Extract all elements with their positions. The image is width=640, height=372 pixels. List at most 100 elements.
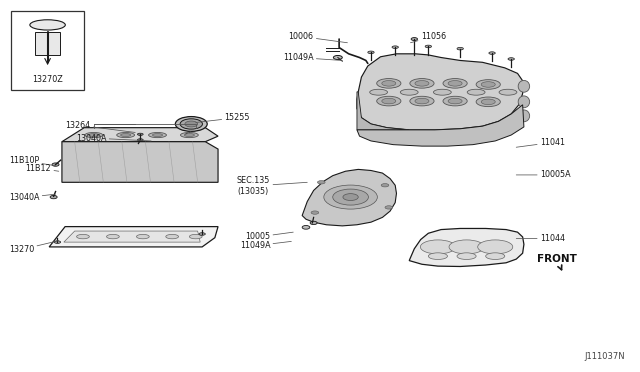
Polygon shape bbox=[302, 169, 396, 226]
Ellipse shape bbox=[449, 240, 484, 254]
Ellipse shape bbox=[136, 234, 149, 239]
Ellipse shape bbox=[428, 253, 447, 260]
Text: 11B12: 11B12 bbox=[26, 164, 59, 173]
Ellipse shape bbox=[116, 132, 134, 138]
Ellipse shape bbox=[489, 52, 495, 54]
Ellipse shape bbox=[381, 184, 389, 187]
Ellipse shape bbox=[368, 51, 374, 54]
Ellipse shape bbox=[180, 132, 198, 138]
Text: 15255: 15255 bbox=[196, 113, 250, 122]
Ellipse shape bbox=[392, 46, 398, 48]
Text: 11B10P: 11B10P bbox=[9, 156, 56, 166]
Ellipse shape bbox=[50, 195, 57, 199]
Ellipse shape bbox=[54, 241, 61, 243]
Ellipse shape bbox=[185, 121, 198, 127]
Ellipse shape bbox=[382, 98, 396, 104]
Ellipse shape bbox=[166, 234, 179, 239]
Ellipse shape bbox=[30, 20, 65, 30]
Ellipse shape bbox=[148, 132, 166, 138]
Polygon shape bbox=[409, 228, 524, 266]
Text: 11049A: 11049A bbox=[283, 53, 342, 62]
Ellipse shape bbox=[317, 181, 325, 184]
Ellipse shape bbox=[343, 194, 358, 201]
Ellipse shape bbox=[180, 119, 202, 129]
Polygon shape bbox=[357, 92, 409, 130]
Ellipse shape bbox=[518, 80, 530, 92]
Ellipse shape bbox=[410, 96, 434, 106]
Text: 10005A: 10005A bbox=[516, 170, 570, 179]
Polygon shape bbox=[62, 142, 218, 182]
Ellipse shape bbox=[486, 253, 505, 260]
Polygon shape bbox=[64, 231, 200, 242]
Ellipse shape bbox=[477, 240, 513, 254]
Ellipse shape bbox=[481, 82, 495, 87]
Ellipse shape bbox=[518, 96, 530, 108]
Ellipse shape bbox=[184, 134, 195, 137]
Ellipse shape bbox=[120, 134, 131, 137]
Text: 11044: 11044 bbox=[516, 234, 565, 243]
Ellipse shape bbox=[508, 58, 515, 60]
Ellipse shape bbox=[152, 134, 163, 137]
Ellipse shape bbox=[377, 96, 401, 106]
Ellipse shape bbox=[385, 206, 393, 209]
Ellipse shape bbox=[415, 98, 429, 104]
Polygon shape bbox=[49, 227, 218, 247]
Bar bbox=[35, 32, 61, 55]
Text: 13264: 13264 bbox=[65, 121, 135, 132]
Ellipse shape bbox=[106, 234, 119, 239]
Ellipse shape bbox=[77, 234, 90, 239]
Text: 11041: 11041 bbox=[516, 138, 565, 147]
Text: 13040A: 13040A bbox=[76, 134, 151, 142]
Ellipse shape bbox=[138, 139, 143, 141]
Text: 13040A: 13040A bbox=[9, 193, 56, 202]
Ellipse shape bbox=[138, 133, 143, 135]
Ellipse shape bbox=[310, 221, 317, 225]
Ellipse shape bbox=[324, 185, 378, 209]
Text: 11056: 11056 bbox=[410, 32, 446, 43]
Text: 13270Z: 13270Z bbox=[32, 75, 63, 84]
Ellipse shape bbox=[443, 78, 467, 88]
Ellipse shape bbox=[311, 211, 319, 214]
Text: 13270: 13270 bbox=[9, 241, 59, 254]
Ellipse shape bbox=[333, 189, 369, 205]
Ellipse shape bbox=[302, 225, 310, 229]
Polygon shape bbox=[357, 105, 524, 146]
Ellipse shape bbox=[175, 116, 207, 131]
Text: 10005: 10005 bbox=[245, 232, 293, 241]
Ellipse shape bbox=[499, 89, 517, 95]
Bar bbox=[11, 11, 84, 90]
Ellipse shape bbox=[448, 98, 462, 104]
Ellipse shape bbox=[415, 81, 429, 86]
Ellipse shape bbox=[52, 163, 59, 166]
Ellipse shape bbox=[476, 80, 500, 89]
Polygon shape bbox=[62, 128, 218, 142]
Text: FRONT: FRONT bbox=[537, 254, 577, 270]
Ellipse shape bbox=[89, 134, 99, 137]
Ellipse shape bbox=[443, 96, 467, 106]
Ellipse shape bbox=[410, 78, 434, 88]
Ellipse shape bbox=[400, 89, 418, 95]
Ellipse shape bbox=[433, 89, 451, 95]
Ellipse shape bbox=[411, 38, 417, 41]
Text: 10006: 10006 bbox=[289, 32, 348, 43]
Ellipse shape bbox=[85, 132, 102, 138]
Ellipse shape bbox=[457, 47, 463, 50]
Polygon shape bbox=[357, 54, 523, 130]
Text: 11049A: 11049A bbox=[239, 241, 291, 250]
Ellipse shape bbox=[448, 81, 462, 86]
Ellipse shape bbox=[189, 234, 202, 239]
Text: SEC.135
(13035): SEC.135 (13035) bbox=[237, 176, 307, 196]
Ellipse shape bbox=[333, 55, 342, 60]
Ellipse shape bbox=[420, 240, 456, 254]
Ellipse shape bbox=[382, 81, 396, 86]
Ellipse shape bbox=[199, 233, 205, 235]
Ellipse shape bbox=[476, 97, 500, 107]
Ellipse shape bbox=[457, 253, 476, 260]
Ellipse shape bbox=[481, 99, 495, 105]
Ellipse shape bbox=[377, 78, 401, 88]
Ellipse shape bbox=[518, 110, 530, 122]
Text: J111037N: J111037N bbox=[584, 352, 625, 361]
Ellipse shape bbox=[370, 89, 388, 95]
Ellipse shape bbox=[425, 45, 431, 48]
Ellipse shape bbox=[467, 89, 485, 95]
